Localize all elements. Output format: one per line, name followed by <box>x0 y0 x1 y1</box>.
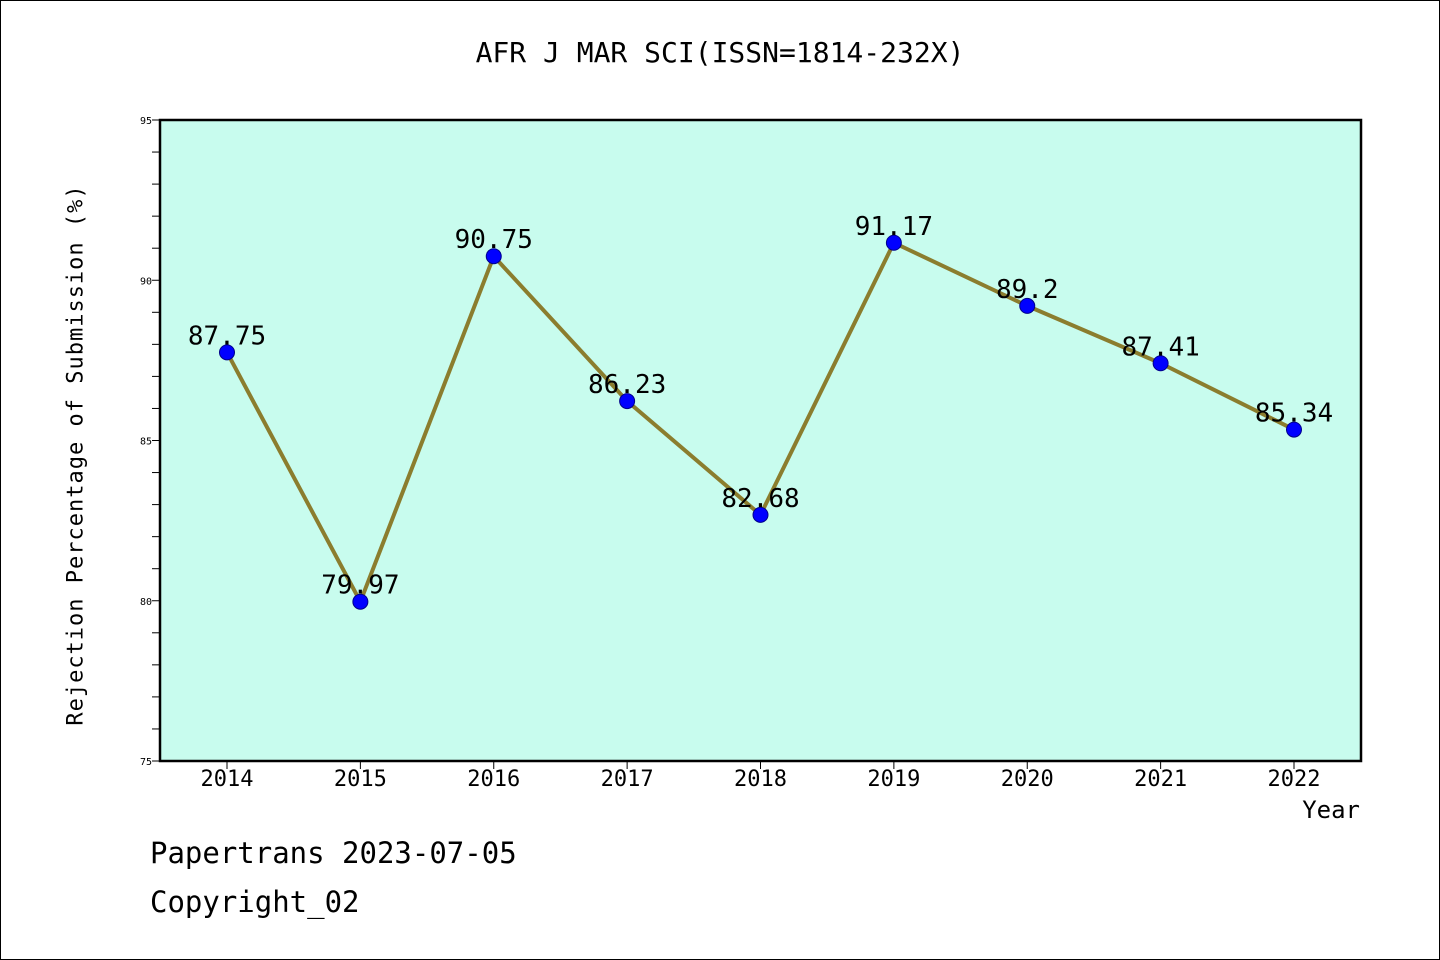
x-tick-label: 2019 <box>867 767 920 792</box>
x-tick-label: 2018 <box>734 767 787 792</box>
data-point <box>1019 297 1036 314</box>
x-tick-label: 2017 <box>601 767 654 792</box>
y-tick-label: 85 <box>140 437 152 448</box>
data-point <box>352 593 369 610</box>
data-point <box>219 344 235 361</box>
data-point <box>1152 355 1169 372</box>
data-label: 79.97 <box>321 571 399 601</box>
data-label: 85.34 <box>1255 399 1333 429</box>
x-tick-label: 2020 <box>1001 767 1054 792</box>
x-tick-label: 2014 <box>201 767 254 792</box>
y-tick-label: 95 <box>140 116 152 127</box>
data-label: 89.2 <box>996 275 1059 305</box>
y-tick-label: 80 <box>140 597 152 608</box>
x-axis-label: Year <box>1302 796 1360 824</box>
footer-copyright: Copyright_02 <box>150 885 360 919</box>
data-point <box>885 234 902 251</box>
data-point <box>1286 421 1302 438</box>
y-tick-label: 75 <box>140 757 152 768</box>
plot-area <box>160 120 1361 761</box>
data-label: 90.75 <box>455 225 533 255</box>
data-point <box>485 248 502 265</box>
y-axis-label: Rejection Percentage of Submission (%) <box>63 184 89 726</box>
x-tick-label: 2016 <box>467 767 520 792</box>
plot-border <box>158 118 1363 763</box>
chart-title: AFR J MAR SCI(ISSN=1814-232X) <box>475 36 965 69</box>
data-label: 86.23 <box>588 370 666 400</box>
y-tick-label: 90 <box>140 276 152 287</box>
data-label: 82.68 <box>721 484 799 514</box>
x-tick-label: 2021 <box>1134 767 1187 792</box>
data-point <box>752 506 769 523</box>
data-label: 87.41 <box>1121 332 1199 362</box>
x-tick-label: 2022 <box>1268 767 1321 792</box>
data-label: 87.75 <box>188 321 266 351</box>
data-point <box>619 393 636 410</box>
data-label: 91.17 <box>855 212 933 242</box>
x-tick-label: 2015 <box>334 767 387 792</box>
footer-date: Papertrans 2023-07-05 <box>150 836 517 870</box>
